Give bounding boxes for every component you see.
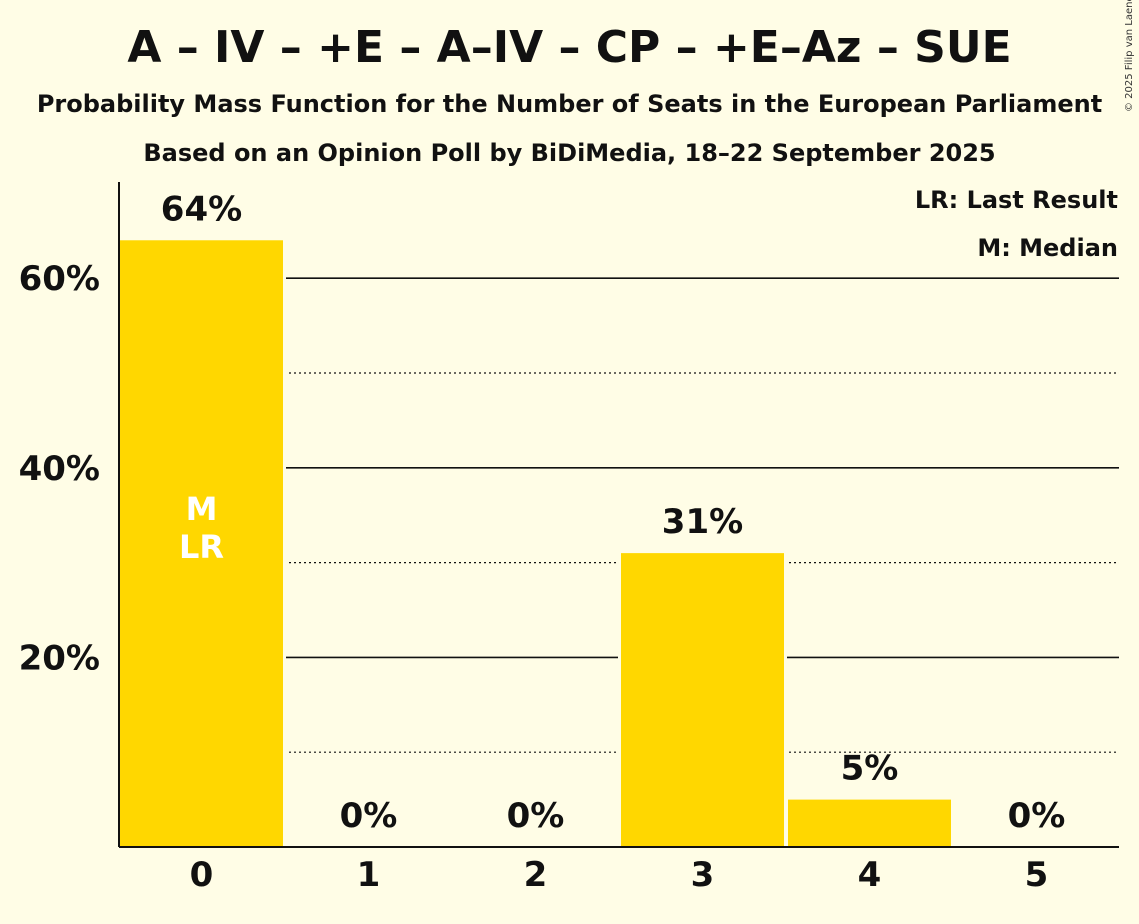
x-tick-label: 3 [691, 855, 715, 895]
x-tick-label: 5 [1025, 855, 1049, 895]
y-tick-label: 40% [19, 449, 100, 489]
y-tick-label: 60% [19, 259, 100, 299]
chart-source-line: Based on an Opinion Poll by BiDiMedia, 1… [143, 139, 996, 167]
bar-value-label: 0% [340, 796, 398, 836]
bar-value-label: 0% [507, 796, 565, 836]
bar-value-label: 31% [662, 502, 743, 542]
bar [621, 553, 784, 847]
chart-subtitle: Probability Mass Function for the Number… [36, 90, 1103, 118]
x-tick-label: 4 [858, 855, 882, 895]
bar [120, 240, 283, 847]
x-tick-label: 0 [190, 855, 214, 895]
x-tick-label: 2 [524, 855, 548, 895]
legend-median: M: Median [977, 234, 1118, 262]
legend-last-result: LR: Last Result [914, 186, 1118, 214]
x-tick-label: 1 [357, 855, 381, 895]
bar-marker-label: LR [179, 528, 224, 566]
bar-value-label: 0% [1008, 796, 1066, 836]
y-tick-label: 20% [19, 638, 100, 678]
bar-marker-label: M [186, 490, 218, 528]
bar [788, 799, 951, 847]
bar-value-label: 64% [161, 189, 242, 229]
chart-title: A – IV – +E – A–IV – CP – +E–Az – SUE [127, 22, 1012, 73]
bar-value-label: 5% [841, 749, 899, 789]
